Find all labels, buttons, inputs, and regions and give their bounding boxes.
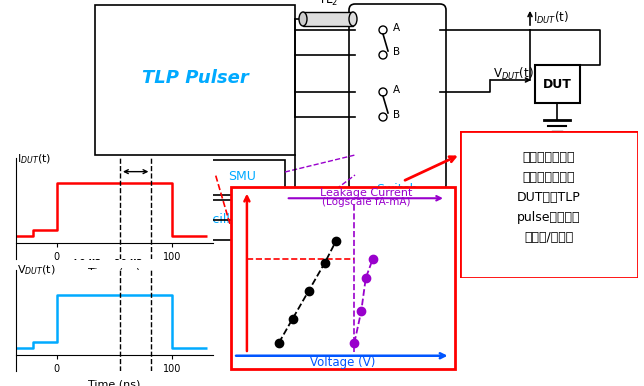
Text: Switch
Module: Switch Module xyxy=(374,183,420,211)
Text: B: B xyxy=(393,110,400,120)
Text: V$_{DUT}$(t): V$_{DUT}$(t) xyxy=(493,66,534,82)
X-axis label: Time (ns): Time (ns) xyxy=(88,380,140,386)
X-axis label: Time (ns): Time (ns) xyxy=(88,268,140,278)
Bar xyxy=(175,200,295,240)
Text: I$_{DUT}$(t): I$_{DUT}$(t) xyxy=(17,152,52,166)
Text: 漏电流曲线出现
明显偏折，说明
DUT在该TLP
pulse作用下发
生损伤/损坏。: 漏电流曲线出现 明显偏折，说明 DUT在该TLP pulse作用下发 生损伤/损… xyxy=(517,151,581,244)
Text: I$_{DUT}$(t): I$_{DUT}$(t) xyxy=(533,10,569,26)
Text: Measurement Window:: Measurement Window: xyxy=(48,244,166,252)
Ellipse shape xyxy=(349,12,357,26)
Text: A: A xyxy=(393,85,400,95)
Bar xyxy=(303,12,353,26)
Text: Oscilloscope: Oscilloscope xyxy=(196,213,274,227)
Text: DUT: DUT xyxy=(542,78,571,90)
Text: TL$_2$: TL$_2$ xyxy=(318,0,338,8)
Text: TLP Pulser: TLP Pulser xyxy=(142,69,249,87)
Bar xyxy=(95,5,295,155)
Text: (Logscale fA-mA): (Logscale fA-mA) xyxy=(321,197,410,207)
Ellipse shape xyxy=(299,12,307,26)
Text: SMU: SMU xyxy=(228,171,256,183)
Text: 70 ns ~ 90 ns: 70 ns ~ 90 ns xyxy=(73,254,142,262)
Text: Leakage Current: Leakage Current xyxy=(319,188,412,198)
Text: V$_{DUT}$(t): V$_{DUT}$(t) xyxy=(17,264,56,278)
Bar xyxy=(200,160,285,195)
Text: A: A xyxy=(393,23,400,33)
FancyBboxPatch shape xyxy=(349,4,446,191)
Bar xyxy=(535,65,580,103)
Text: B: B xyxy=(393,47,400,57)
Text: Voltage (V): Voltage (V) xyxy=(310,356,375,369)
